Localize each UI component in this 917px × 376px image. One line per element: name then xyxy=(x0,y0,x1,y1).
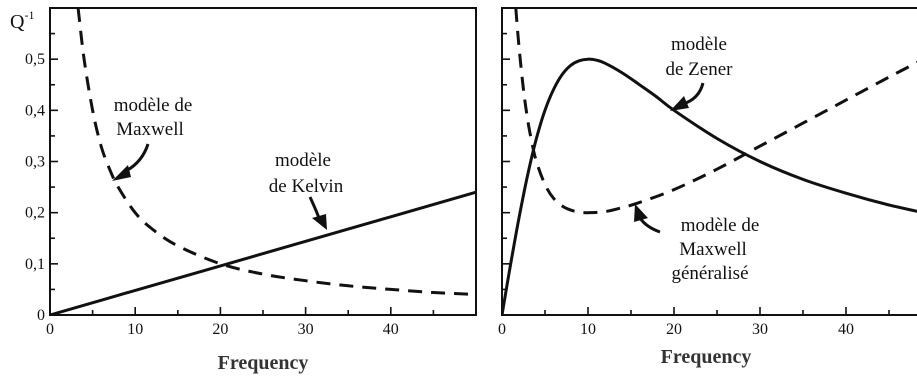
y-tick-label: 0,4 xyxy=(25,102,45,119)
annotation-maxwell-line2: Maxwell xyxy=(116,119,184,140)
arrow-gen-maxwell xyxy=(634,204,661,234)
annotation-gen-maxwell-line1: modèle de xyxy=(681,215,760,236)
x-axis-title-right: Frequency xyxy=(661,346,752,368)
plot-frame-left xyxy=(49,7,477,316)
y-axis-title-left: Q-1 xyxy=(10,8,34,33)
x-tick-label: 10 xyxy=(580,321,596,338)
x-tick-label: 30 xyxy=(298,321,314,338)
x-tick-label: 20 xyxy=(666,321,682,338)
annotation-maxwell-line1: modèle de xyxy=(114,95,193,116)
arrow-maxwell xyxy=(112,143,150,181)
arrow-zener xyxy=(670,82,705,111)
maxwell-curve xyxy=(76,8,476,296)
x-tick-label: 40 xyxy=(838,321,854,338)
y-tick-label: 0,5 xyxy=(25,51,45,68)
y-tick-label: 0 xyxy=(37,307,45,324)
x-tick-label: 40 xyxy=(383,321,399,338)
y-tick-label: 0,1 xyxy=(25,256,45,273)
ticks-right: 0 10 20 30 40 xyxy=(498,32,890,338)
annotation-kelvin-line1: modèle xyxy=(275,150,331,171)
ticks-left: 0 10 20 30 40 0 0,1 0,2 0,3 0,4 0,5 xyxy=(25,32,435,338)
annotation-zener-line1: modèle xyxy=(671,34,727,55)
plot-area-right xyxy=(502,8,917,315)
annotation-gen-maxwell-line3: généralisé xyxy=(671,263,748,284)
annotation-kelvin-line2: de Kelvin xyxy=(269,176,344,197)
x-tick-label: 0 xyxy=(498,321,506,338)
arrow-kelvin xyxy=(308,196,327,230)
kelvin-line xyxy=(50,190,476,315)
y-tick-label: 0,3 xyxy=(25,154,45,171)
plot-area-left xyxy=(50,8,476,315)
y-tick-label: 0,2 xyxy=(25,205,45,222)
chart-right: 0 10 20 30 40 Frequency modèle de Zener modè… xyxy=(498,7,917,368)
x-tick-label: 0 xyxy=(46,321,54,338)
generalized-maxwell-curve xyxy=(514,8,917,215)
x-tick-label: 30 xyxy=(752,321,768,338)
x-tick-label: 10 xyxy=(127,321,143,338)
x-tick-label: 20 xyxy=(212,321,228,338)
x-axis-title-left: Frequency xyxy=(218,352,309,374)
annotation-gen-maxwell-line2: Maxwell xyxy=(679,239,747,260)
annotation-zener-line2: de Zener xyxy=(666,59,734,80)
